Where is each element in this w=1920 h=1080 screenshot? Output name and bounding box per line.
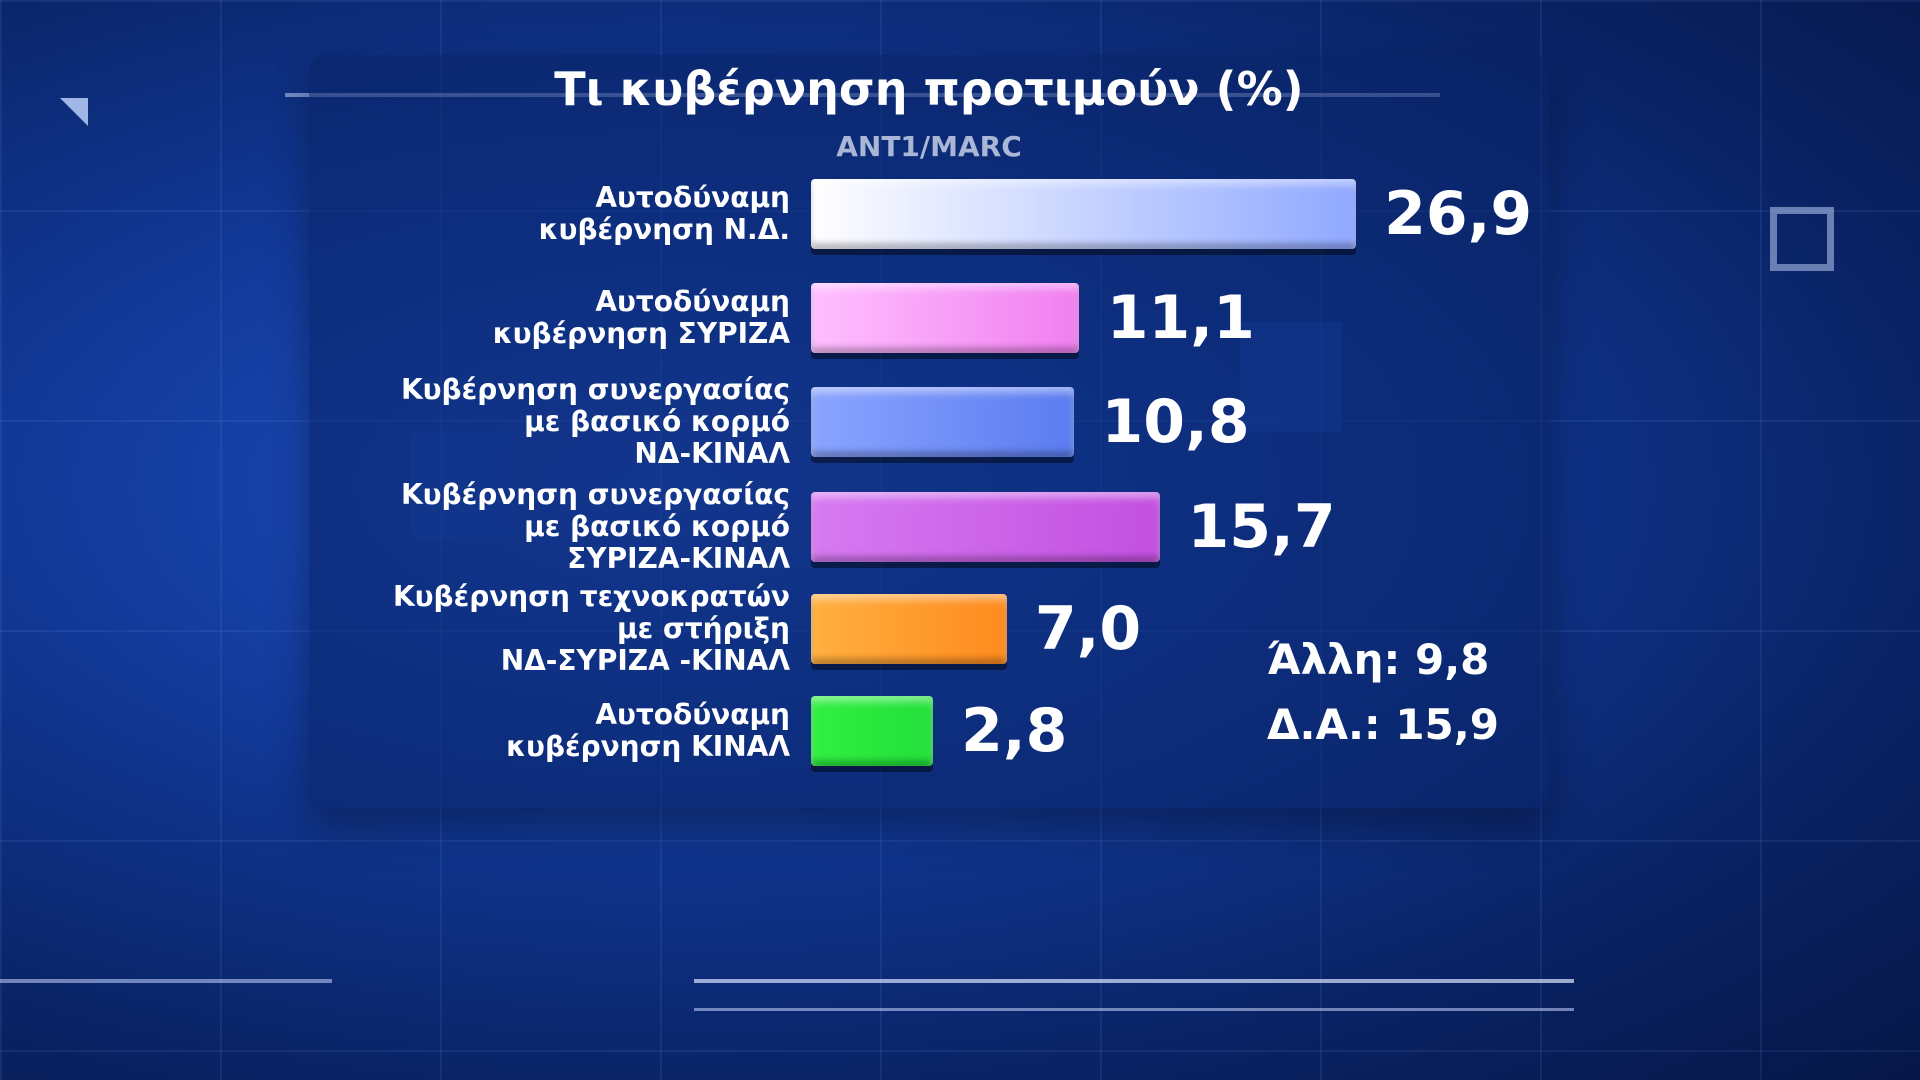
- category-label: Κυβέρνηση συνεργασίας με βασικό κορμό ΣΥ…: [400, 478, 790, 575]
- value-label: 2,8: [961, 696, 1068, 766]
- value-label: 7,0: [1034, 594, 1142, 664]
- decorative-line: [694, 979, 1574, 983]
- decorative-line: [694, 1008, 1574, 1011]
- bar: [811, 283, 1079, 353]
- bar: [811, 387, 1074, 457]
- annotation-other: Άλλη: 9,8: [1267, 635, 1490, 684]
- annotation-dont-know: Δ.Α.: 15,9: [1267, 700, 1499, 749]
- chart-title: Τι κυβέρνηση προτιμούν (%): [554, 62, 1304, 116]
- corner-triangle-icon: [60, 98, 88, 126]
- bar: [811, 594, 1007, 664]
- category-label: Αυτοδύναμη κυβέρνηση ΣΥΡΙΖΑ: [492, 285, 790, 350]
- bar: [811, 696, 934, 766]
- category-label: Αυτοδύναμη κυβέρνηση ΚΙΝΑΛ: [506, 698, 790, 763]
- category-label: Αυτοδύναμη κυβέρνηση Ν.Δ.: [538, 181, 790, 246]
- bar: [811, 179, 1357, 249]
- value-label: 26,9: [1384, 179, 1533, 249]
- category-label: Κυβέρνηση τεχνοκρατών με στήριξη ΝΔ-ΣΥΡΙ…: [392, 580, 790, 677]
- value-label: 11,1: [1106, 283, 1255, 353]
- value-label: 10,8: [1101, 387, 1250, 457]
- decorative-line: [0, 979, 332, 983]
- category-label: Κυβέρνηση συνεργασίας με βασικό κορμό ΝΔ…: [400, 373, 790, 470]
- value-label: 15,7: [1187, 492, 1336, 562]
- bar: [811, 492, 1160, 562]
- chart-source: ANT1/MARC: [836, 130, 1022, 163]
- square-outline-icon: [1770, 207, 1834, 271]
